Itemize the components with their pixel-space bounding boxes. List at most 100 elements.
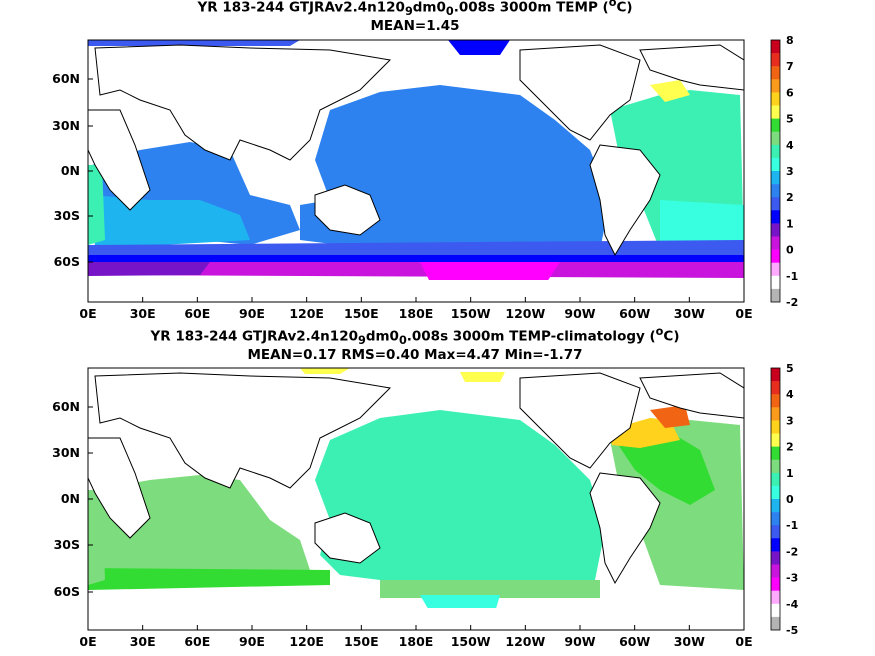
colorbar-label: 1 (786, 217, 794, 230)
lat-label: 60N (52, 71, 80, 86)
lat-label: 0N (61, 163, 80, 178)
lat-label: 60S (54, 584, 80, 599)
colorbar-label: -1 (786, 270, 798, 283)
lon-label: 30E (130, 306, 156, 321)
colorbar-swatch (771, 551, 780, 565)
colorbar-label: 8 (786, 34, 794, 47)
colorbar-swatch (771, 105, 780, 119)
colorbar-swatch (771, 79, 780, 93)
colorbar-label: -2 (786, 296, 798, 309)
colorbar-swatch (771, 433, 780, 447)
colorbar-swatch (771, 131, 780, 146)
colorbar-label: 1 (786, 467, 794, 480)
colorbar-swatch (771, 66, 780, 80)
lon-label: 90W (564, 634, 595, 649)
colorbar-label: 0 (786, 493, 794, 506)
lon-label: 150E (344, 634, 379, 649)
map-panel-2 (87, 367, 745, 631)
colorbar-swatch (771, 53, 780, 67)
colorbar-label: -1 (786, 519, 798, 532)
panel1-field (88, 40, 744, 302)
colorbar-label: 3 (786, 414, 794, 427)
lat-label: 0N (61, 491, 80, 506)
colorbar-swatch (771, 538, 780, 552)
lon-label: 90W (564, 306, 595, 321)
lon-label: 150W (451, 634, 491, 649)
colorbar-label: -5 (786, 624, 798, 637)
colorbar-label: 4 (786, 139, 794, 152)
lon-label: 0E (735, 306, 752, 321)
colorbar-swatch (771, 577, 780, 591)
colorbar-swatch (771, 590, 780, 605)
lat-label: 30N (52, 118, 80, 133)
lon-label: 180E (399, 634, 434, 649)
colorbar-swatch (771, 275, 780, 290)
lon-label: 30W (674, 634, 705, 649)
panel2-stats: MEAN=0.17 RMS=0.40 Max=4.47 Min=-1.77 (247, 347, 583, 363)
colorbar-swatch (771, 472, 780, 487)
colorbar-swatch (771, 171, 780, 185)
lon-label: 0E (79, 634, 96, 649)
lon-label: 120W (505, 306, 545, 321)
colorbar-swatch (771, 288, 780, 303)
lon-label: 90E (239, 306, 265, 321)
colorbar-swatch (771, 616, 780, 631)
colorbar-label: 6 (786, 86, 794, 99)
colorbar-swatch (771, 262, 780, 277)
colorbar-swatch (771, 249, 780, 263)
panel2-field (88, 368, 744, 630)
colorbar-label: 7 (786, 60, 794, 73)
lon-label: 150W (451, 306, 491, 321)
lon-label: 30E (130, 634, 156, 649)
colorbar-swatch (771, 157, 780, 172)
colorbar-label: 5 (786, 362, 794, 375)
lon-label: 60W (619, 634, 650, 649)
colorbar-swatch (771, 459, 780, 474)
lon-label: 0E (735, 634, 752, 649)
colorbar-label: -4 (786, 598, 799, 611)
colorbar-label: 2 (786, 441, 794, 454)
colorbar-swatch (771, 394, 780, 408)
lat-label: 30N (52, 445, 80, 460)
lon-label: 180E (399, 306, 434, 321)
colorbar-swatch (771, 485, 780, 500)
colorbar-swatch (771, 381, 780, 395)
colorbar-swatch (771, 197, 780, 211)
lon-label: 90E (239, 634, 265, 649)
lat-label: 30S (54, 208, 80, 223)
colorbar-label: 4 (786, 388, 794, 401)
lon-label: 60E (184, 634, 210, 649)
lon-label: 60W (619, 306, 650, 321)
panel1-title: YR 183-244 GTJRAv2.4n1209dm00.008s 3000m… (197, 0, 633, 19)
lon-label: 150E (344, 306, 379, 321)
colorbar-label: 2 (786, 191, 794, 204)
colorbar-swatch (771, 603, 780, 618)
panel2-title: YR 183-244 GTJRAv2.4n1209dm00.008s 3000m… (150, 325, 680, 348)
colorbar-swatch (771, 564, 780, 578)
colorbar-swatch (771, 499, 780, 513)
colorbar-label: -2 (786, 545, 798, 558)
lon-label: 120E (289, 306, 324, 321)
colorbar-swatch (771, 40, 780, 54)
colorbar-swatch (771, 525, 780, 539)
panel1-stats: MEAN=1.45 (370, 18, 460, 34)
lon-label: 60E (184, 306, 210, 321)
colorbar-swatch (771, 420, 780, 434)
lat-label: 60S (54, 254, 80, 269)
colorbar-swatch (771, 407, 780, 421)
lon-label: 0E (79, 306, 96, 321)
lat-label: 60N (52, 399, 80, 414)
colorbar-swatch (771, 144, 780, 159)
lon-label: 120W (505, 634, 545, 649)
colorbar-label: 3 (786, 165, 794, 178)
colorbar-swatch (771, 236, 780, 250)
colorbar-swatch (771, 368, 780, 382)
colorbar-label: 5 (786, 113, 794, 126)
lat-label: 30S (54, 537, 80, 552)
lon-label: 120E (289, 634, 324, 649)
colorbar-swatch (771, 184, 780, 198)
colorbar-swatch (771, 118, 780, 132)
colorbar-swatch (771, 223, 780, 237)
